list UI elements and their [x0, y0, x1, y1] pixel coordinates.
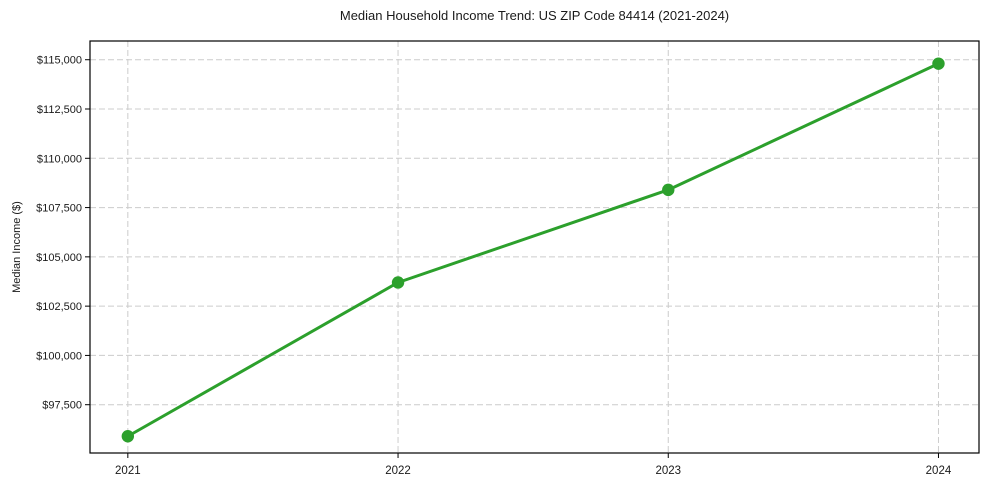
- y-tick-label: $112,500: [37, 104, 82, 116]
- data-point: [121, 430, 135, 443]
- y-tick-label: $110,000: [37, 153, 82, 165]
- y-tick-label: $107,500: [36, 203, 82, 215]
- data-point: [932, 57, 945, 70]
- x-tick-label: 2022: [385, 465, 411, 477]
- axes-frame: [89, 40, 980, 454]
- y-tick-label: $100,000: [36, 350, 82, 362]
- y-tick-label: $102,500: [36, 301, 82, 313]
- x-tick-label: 2021: [115, 465, 141, 477]
- x-tick-label: 2024: [926, 465, 952, 477]
- chart-title: Median Household Income Trend: US ZIP Co…: [339, 8, 730, 23]
- data-point: [662, 183, 675, 197]
- y-tick-label: $97,500: [42, 400, 82, 412]
- data-point: [391, 276, 405, 289]
- x-tick-label: 2023: [655, 465, 681, 477]
- y-tick-label: $105,000: [36, 252, 82, 264]
- trend-line: [126, 62, 940, 438]
- y-tick-label: $115,000: [37, 55, 82, 67]
